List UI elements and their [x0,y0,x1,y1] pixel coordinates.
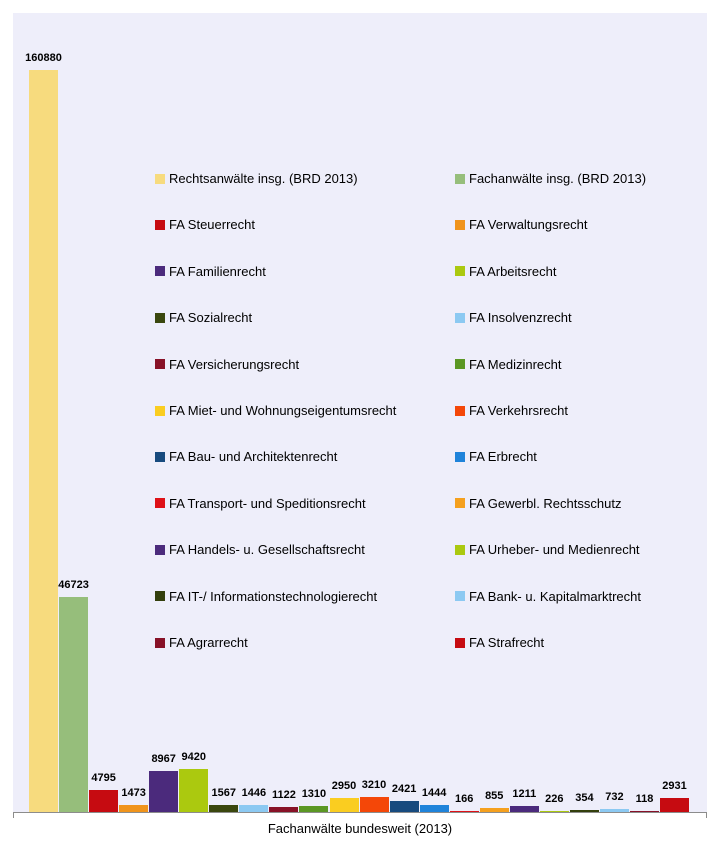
bar-15 [449,811,479,812]
bar-11 [329,798,359,812]
bar-10 [299,805,329,812]
bar-16 [479,808,509,812]
bar-13 [389,800,419,812]
bar-19 [569,810,599,812]
bar-value-label: 2950 [331,780,357,793]
bar-8 [239,805,269,812]
x-axis-tick-right [706,813,707,818]
bar-12 [359,797,389,812]
bar-6 [179,768,209,812]
bar-value-label: 4795 [91,771,116,784]
bar-4 [119,805,149,812]
bar-value-label: 8967 [151,752,176,765]
bar-value-label: 1122 [271,788,296,801]
bar-value-label: 1446 [241,787,267,800]
bar-9 [269,806,299,812]
bar-value-label: 354 [575,792,594,805]
bar-value-label: 3210 [361,779,387,792]
bar-17 [509,806,539,812]
plot-area: 160880 46723 4795 1473 8967 9420 1567 1446 1122 1… [13,13,707,818]
bar-21 [630,811,659,812]
bar-22 [660,798,690,812]
bar-14 [419,805,449,812]
bar-value-label: 226 [545,792,564,805]
bar-2 [59,596,89,812]
bar-value-label: 2931 [662,780,687,793]
bar-18 [539,810,569,812]
bar-value-label: 118 [635,793,654,805]
bar-value-label: 2421 [391,782,417,795]
bar-1 [29,70,58,812]
bar-value-label: 1211 [512,788,537,801]
bar-value-label: 1444 [421,787,447,800]
x-axis-tick-left [13,813,14,818]
bar-20 [599,808,629,812]
bar-value-label: 160880 [25,52,62,64]
bar-5 [149,770,179,812]
bar-3 [89,789,119,812]
bar-value-label: 1567 [211,786,237,799]
bar-value-label: 9420 [181,750,206,763]
bar-value-label: 732 [605,790,624,803]
bar-7 [209,804,239,812]
bar-value-label: 1473 [121,787,146,800]
bar-value-label: 46723 [58,578,89,591]
bar-value-label: 1310 [301,787,327,800]
x-axis-title: Fachanwälte bundesweit (2013) [267,821,453,836]
bar-value-label: 166 [455,793,474,805]
bar-value-label: 855 [485,790,504,803]
